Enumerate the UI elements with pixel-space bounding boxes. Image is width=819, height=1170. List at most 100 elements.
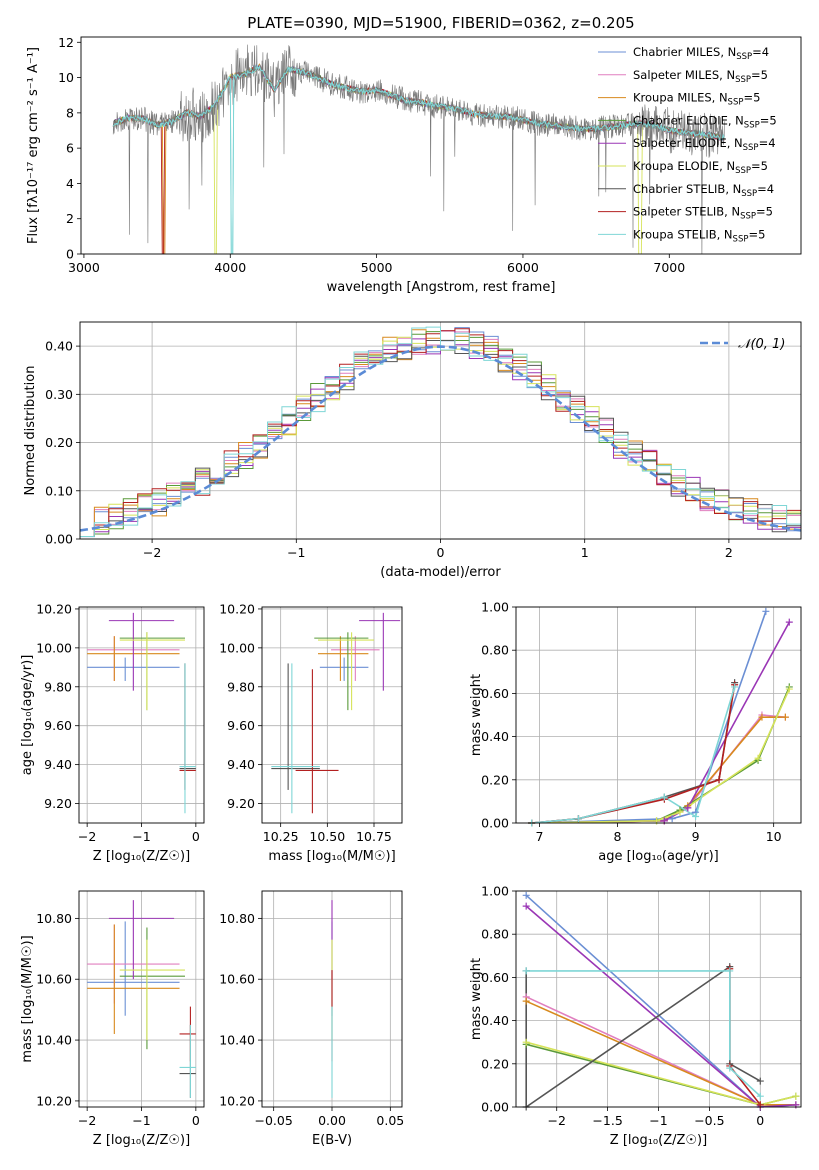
y-tick-label: 10: [58, 70, 74, 85]
data-point-marker: [762, 607, 770, 615]
legend-label: Salpeter ELODIE, NSSP=4: [633, 136, 776, 153]
legend-label-value: =5: [760, 113, 777, 127]
y-axis-label: Normed distribution: [23, 366, 38, 496]
legend-label-value: =4: [752, 45, 769, 59]
y-tick-label: 0.30: [45, 387, 73, 402]
y-axis-label: mass weight: [469, 674, 484, 756]
data-point-marker: [668, 815, 676, 823]
plot-area: [87, 900, 196, 1098]
x-tick-label: −2: [78, 829, 96, 844]
y-tick-label: 9.80: [227, 679, 255, 694]
normal-curve: [80, 345, 801, 532]
y-tick-label: 1.00: [481, 884, 509, 899]
legend-label: Kroupa MILES, NSSP=5: [633, 91, 760, 108]
y-axis-label: mass weight: [469, 958, 484, 1040]
y-tick-label: 10.00: [219, 640, 255, 655]
legend-label-text: Salpeter ELODIE, N: [633, 136, 743, 150]
x-tick-label: −0.5: [694, 1113, 724, 1128]
data-point-marker: [785, 685, 793, 693]
y-tick-label: 9.20: [227, 796, 255, 811]
data-point-marker: [756, 1092, 764, 1100]
chart-mass_vs_EBV: −0.05 0.00 0.05 10.20 10.40 10.60 10.80 E(B-V): [219, 890, 404, 1148]
legend-label-value: =4: [757, 182, 774, 196]
axes-frame: [78, 890, 205, 1108]
x-tick-label: −2: [143, 545, 161, 560]
y-tick-label: 10.20: [36, 601, 72, 616]
legend-label-sub: SSP: [744, 120, 760, 130]
x-axis-label: mass [log₁₀(M/M☉)]: [268, 849, 395, 864]
y-tick-label: 1.00: [481, 600, 509, 615]
data-point-marker: [715, 776, 723, 784]
x-tick-label: 10.75: [356, 829, 392, 844]
x-tick-label: 7: [535, 829, 543, 844]
x-tick-label: −1: [132, 829, 150, 844]
series-line: [531, 714, 786, 823]
x-tick-label: −0.05: [255, 1113, 293, 1128]
x-axis-label: E(B-V): [312, 1133, 352, 1148]
axes-frame: [78, 606, 205, 824]
series-line: [525, 894, 796, 1107]
y-tick-label: 0: [66, 247, 74, 262]
data-point-marker: [522, 997, 530, 1005]
legend-label-text: Chabrier MILES, N: [633, 45, 736, 59]
data-point-marker: [758, 713, 766, 721]
y-tick-label: 10.40: [36, 1033, 72, 1048]
legend-label-sub: SSP: [728, 98, 744, 108]
legend-label-text: Salpeter STELIB, N: [633, 205, 740, 219]
y-tick-label: 10.80: [219, 911, 255, 926]
chart-title: PLATE=0390, MJD=51900, FIBERID=0362, z=0…: [247, 14, 634, 32]
y-tick-label: 0.10: [45, 483, 73, 498]
data-point-marker: [754, 754, 762, 762]
plot-area: [271, 612, 401, 814]
x-tick-label: −2: [78, 1113, 96, 1128]
legend-label-sub: SSP: [735, 75, 751, 85]
x-tick-label: 10: [766, 829, 782, 844]
legend-label-value: =5: [756, 205, 773, 219]
x-tick-label: 3000: [68, 260, 100, 275]
series-line: [531, 621, 791, 823]
y-tick-label: 0.00: [481, 816, 509, 831]
legend-label-text: Chabrier ELODIE, N: [633, 113, 744, 127]
legend-label-sub: SSP: [743, 143, 759, 153]
legend-label-sub: SSP: [741, 189, 757, 199]
y-tick-label: 10.60: [219, 972, 255, 987]
best-fit-line: [112, 64, 725, 254]
axes-frame: [515, 890, 802, 1108]
data-point-marker: [684, 804, 692, 812]
y-axis-label: mass [log₁₀(M/M☉)]: [20, 935, 35, 1062]
plot-area: [525, 894, 797, 1107]
x-tick-label: 5000: [361, 260, 393, 275]
x-axis-label: age [log₁₀(age/yr)]: [598, 849, 719, 864]
axes-frame: [261, 606, 403, 824]
legend-label: Chabrier STELIB, NSSP=4: [633, 182, 774, 199]
y-tick-label: 0.20: [45, 435, 73, 450]
plot-area: [112, 44, 726, 254]
legend-label-sub: SSP: [736, 52, 752, 62]
data-point-marker: [785, 618, 793, 626]
series-line: [525, 965, 761, 1107]
x-tick-label: 10.50: [309, 829, 345, 844]
chart-spectrum: 3000 4000 5000 6000 7000 0 2 4 6 8 10 12 wavelength …: [26, 14, 802, 295]
x-axis-label: wavelength [Angstrom, rest frame]: [327, 280, 556, 295]
legend-label-sub: SSP: [740, 212, 756, 222]
x-tick-label: 0: [192, 829, 200, 844]
chart-age_vs_mass: 10.25 10.50 10.75 9.20 9.40 9.60 9.80 10.00 10.2…: [219, 601, 403, 864]
series-line: [525, 996, 796, 1106]
series-line: [526, 970, 761, 1097]
x-tick-label: 0.05: [376, 1113, 404, 1128]
legend-label: Kroupa ELODIE, NSSP=5: [633, 159, 768, 176]
x-axis-label: (data-model)/error: [380, 565, 501, 580]
x-tick-label: −1.5: [592, 1113, 622, 1128]
legend-label: Salpeter MILES, NSSP=5: [633, 68, 768, 85]
y-tick-label: 9.80: [44, 679, 72, 694]
y-axis-label: Flux [fλ10⁻¹⁷ erg cm⁻² s⁻¹ A⁻¹]: [26, 47, 41, 244]
legend-label: 𝒩(0, 1): [738, 337, 785, 352]
x-tick-label: −2: [547, 1113, 565, 1128]
data-point-marker: [522, 902, 530, 910]
y-tick-label: 0.20: [481, 1056, 509, 1071]
data-point-marker: [522, 1038, 530, 1046]
plot-area: [531, 611, 791, 823]
data-spectrum-line: [112, 44, 726, 254]
y-tick-label: 10.60: [36, 972, 72, 987]
series-line: [525, 905, 796, 1107]
